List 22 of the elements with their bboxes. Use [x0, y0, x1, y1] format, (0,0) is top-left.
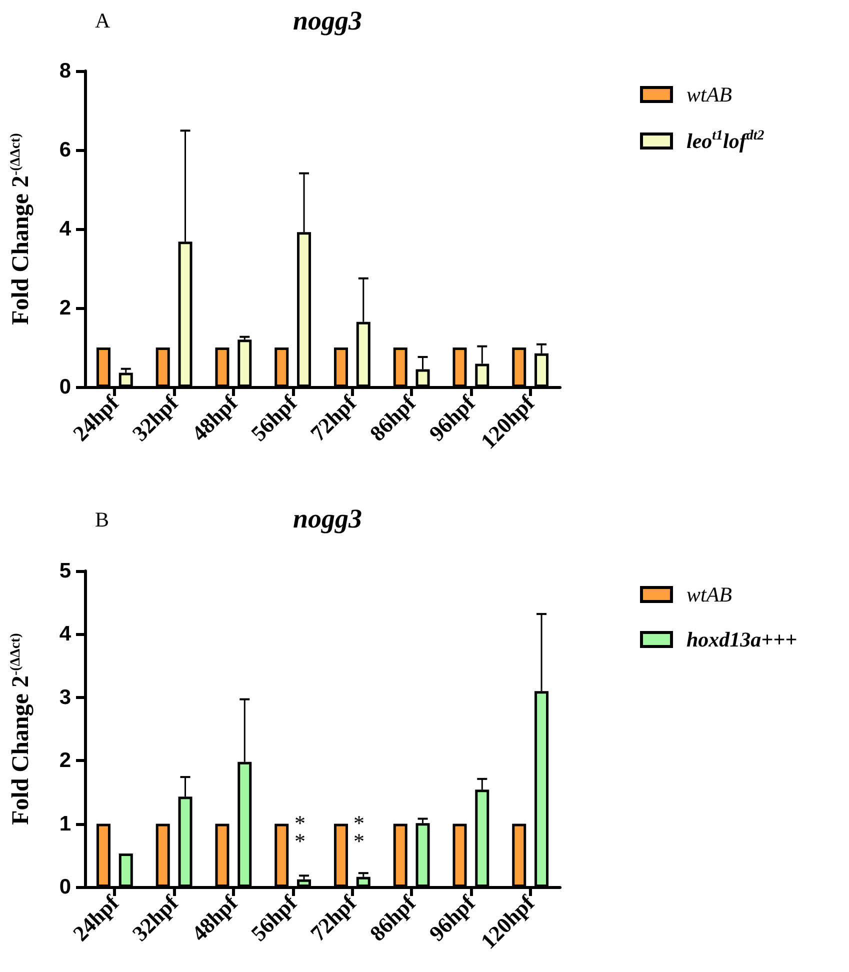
legend-label: wtAB: [686, 82, 732, 106]
legend-label: hoxd13a+++: [686, 628, 798, 652]
legend-label: wtAB: [686, 582, 732, 606]
chart-title: nogg3: [292, 504, 362, 534]
annotation: **: [294, 810, 306, 854]
y-tick-label: 5: [59, 560, 72, 582]
y-tick-label: 0: [59, 376, 71, 398]
y-tick-label: 4: [59, 622, 72, 646]
y-tick-label: 2: [59, 296, 71, 320]
y-tick-label: 3: [59, 686, 71, 709]
chart-title: nogg3: [292, 6, 362, 36]
text: B: [95, 508, 110, 532]
y-tick-label: 2: [59, 749, 71, 772]
y-tick-label: 8: [59, 60, 72, 82]
y-tick-label: 1: [59, 812, 72, 836]
y-tick-label: 4: [59, 218, 72, 240]
y-tick-label: 6: [59, 138, 71, 162]
y-tick-label: 0: [59, 876, 71, 898]
text: A: [95, 8, 111, 32]
y-axis-title: Fold Change 2-(ΔΔct): [8, 632, 34, 825]
y-axis-title: Fold Change 2-(ΔΔct): [8, 132, 34, 325]
annotation: **: [354, 810, 364, 854]
